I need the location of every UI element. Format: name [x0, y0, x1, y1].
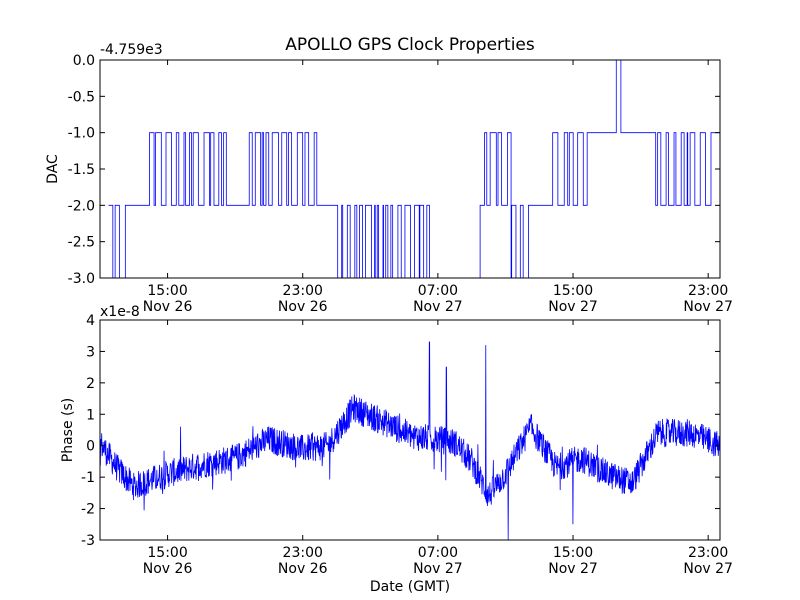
- x-tick-label-time: 15:00: [553, 283, 593, 299]
- y-tick-label: 0: [86, 439, 95, 455]
- y-tick-label: -1: [81, 470, 95, 486]
- y-tick-label: -1.5: [68, 162, 95, 178]
- x-tick-label-date: Nov 26: [278, 561, 328, 577]
- x-tick-label-time: 23:00: [283, 545, 323, 561]
- x-tick-label-date: Nov 27: [413, 299, 463, 315]
- y-tick-label: -0.5: [68, 89, 95, 105]
- x-tick-label-time: 15:00: [147, 545, 187, 561]
- figure-title: APOLLO GPS Clock Properties: [285, 35, 535, 55]
- x-tick-label-date: Nov 26: [143, 561, 193, 577]
- phase-y-axis-label: Phase (s): [60, 398, 76, 462]
- dac-series-line: [108, 60, 720, 278]
- x-tick-label-date: Nov 27: [548, 561, 598, 577]
- x-tick-label-time: 23:00: [283, 283, 323, 299]
- x-tick-label-date: Nov 27: [683, 299, 733, 315]
- x-tick-label-time: 07:00: [418, 283, 458, 299]
- x-tick-label-time: 15:00: [147, 283, 187, 299]
- y-tick-label: -1.0: [68, 126, 95, 142]
- x-tick-label-date: Nov 27: [413, 561, 463, 577]
- x-tick-label-date: Nov 27: [548, 299, 598, 315]
- x-tick-label-date: Nov 26: [143, 299, 193, 315]
- x-tick-label-time: 15:00: [553, 545, 593, 561]
- phase-offset-label: x1e-8: [100, 304, 140, 320]
- x-axis-label: Date (GMT): [370, 579, 450, 595]
- y-tick-label: 4: [86, 313, 95, 329]
- x-tick-label-time: 07:00: [418, 545, 458, 561]
- y-tick-label: -2.0: [68, 198, 95, 214]
- x-tick-label-time: 23:00: [688, 283, 728, 299]
- y-tick-label: -3.0: [68, 271, 95, 287]
- y-tick-label: 2: [86, 376, 95, 392]
- y-tick-label: 1: [86, 407, 95, 423]
- dac-offset-label: -4.759e3: [100, 42, 163, 58]
- y-tick-label: 3: [86, 344, 95, 360]
- x-tick-label-time: 23:00: [688, 545, 728, 561]
- y-tick-label: -2: [81, 502, 95, 518]
- x-tick-label-date: Nov 26: [278, 299, 328, 315]
- x-tick-label-date: Nov 27: [683, 561, 733, 577]
- dac-y-axis-label: DAC: [45, 154, 61, 184]
- phase-plot-frame: [99, 319, 721, 541]
- y-tick-label: 0.0: [73, 53, 95, 69]
- y-tick-label: -2.5: [68, 235, 95, 251]
- phase-series-line: [100, 341, 720, 540]
- y-tick-label: -3: [81, 533, 95, 549]
